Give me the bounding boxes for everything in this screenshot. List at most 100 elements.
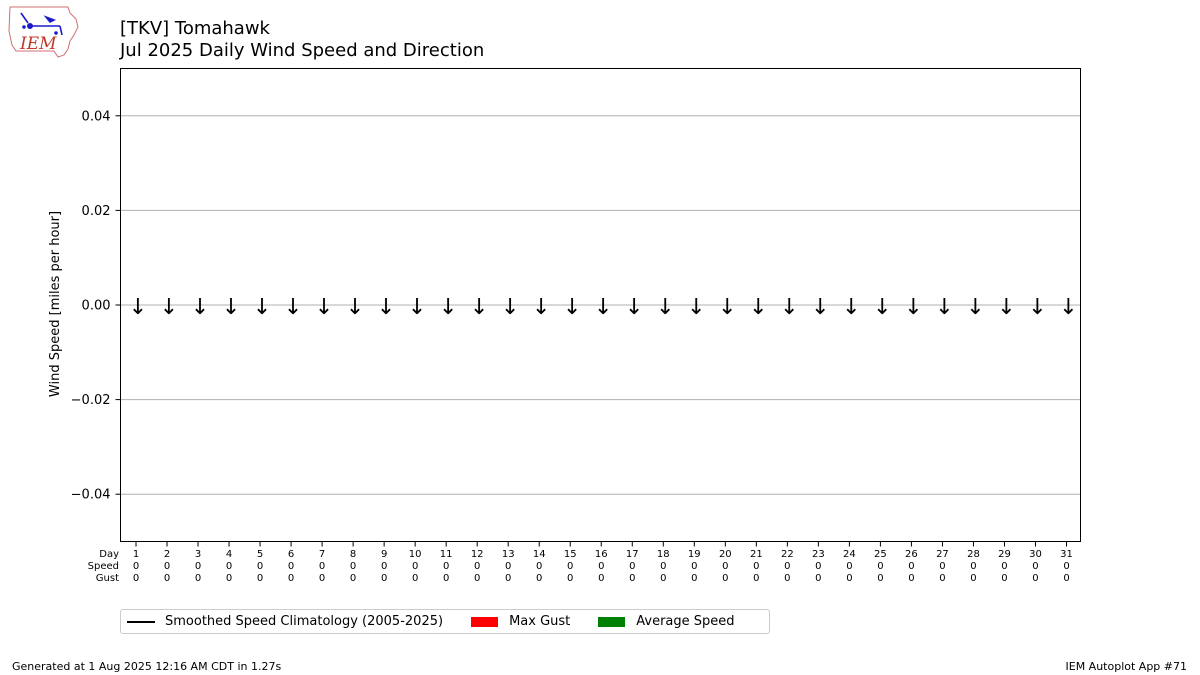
legend: Smoothed Speed Climatology (2005-2025) M… <box>120 609 770 634</box>
day-label: 14 <box>533 549 546 560</box>
day-label: 20 <box>719 549 732 560</box>
gust-value: 0 <box>257 573 263 584</box>
day-label: 30 <box>1029 549 1042 560</box>
day-label: 5 <box>257 549 263 560</box>
day-label: 10 <box>409 549 422 560</box>
wind-arrow: ↓ <box>687 295 705 320</box>
gridlines <box>120 115 1081 495</box>
day-speed-gust-table: DaySpeedGust1002003004005006007008009001… <box>88 549 1073 584</box>
day-label: 6 <box>288 549 294 560</box>
chart-title: [TKV] Tomahawk Jul 2025 Daily Wind Speed… <box>120 18 484 62</box>
iem-logo: IEM <box>8 6 79 58</box>
gust-value: 0 <box>846 573 852 584</box>
wind-arrow: ↓ <box>439 295 457 320</box>
y-tick-label: 0.04 <box>82 109 111 124</box>
day-label: 1 <box>133 549 139 560</box>
y-tick-label: 0.00 <box>82 299 111 314</box>
gust-value: 0 <box>319 573 325 584</box>
wind-arrow: ↓ <box>811 295 829 320</box>
speed-value: 0 <box>691 561 697 572</box>
wind-arrow: ↓ <box>408 295 426 320</box>
day-label: 8 <box>350 549 356 560</box>
day-label: 25 <box>874 549 887 560</box>
wind-arrow: ↓ <box>253 295 271 320</box>
speed-value: 0 <box>939 561 945 572</box>
wind-arrow: ↓ <box>594 295 612 320</box>
speed-value: 0 <box>815 561 821 572</box>
day-label: 24 <box>843 549 856 560</box>
legend-item-climatology: Smoothed Speed Climatology (2005-2025) <box>127 614 443 629</box>
gust-value: 0 <box>195 573 201 584</box>
speed-value: 0 <box>784 561 790 572</box>
gust-value: 0 <box>691 573 697 584</box>
day-label: 31 <box>1060 549 1073 560</box>
wind-chart: −0.04 −0.02 0.00 0.02 0.04 Wind Speed [miles… <box>48 68 1081 584</box>
day-label: 7 <box>319 549 325 560</box>
legend-average-speed-patch <box>598 616 626 627</box>
day-label: 15 <box>564 549 577 560</box>
wind-arrow: ↓ <box>284 295 302 320</box>
day-label: 17 <box>626 549 639 560</box>
gust-value: 0 <box>1032 573 1038 584</box>
y-tick-label: 0.02 <box>82 204 111 219</box>
speed-value: 0 <box>970 561 976 572</box>
gust-value: 0 <box>660 573 666 584</box>
gust-value: 0 <box>536 573 542 584</box>
title-description: Jul 2025 Daily Wind Speed and Direction <box>120 40 485 61</box>
gust-value: 0 <box>133 573 139 584</box>
day-label: 12 <box>471 549 484 560</box>
gust-value: 0 <box>784 573 790 584</box>
gust-value: 0 <box>474 573 480 584</box>
speed-value: 0 <box>443 561 449 572</box>
gust-value: 0 <box>815 573 821 584</box>
speed-value: 0 <box>660 561 666 572</box>
speed-value: 0 <box>226 561 232 572</box>
wind-arrow: ↓ <box>315 295 333 320</box>
legend-item-max-gust: Max Gust <box>471 614 570 629</box>
speed-value: 0 <box>195 561 201 572</box>
speed-value: 0 <box>846 561 852 572</box>
day-label: 19 <box>688 549 701 560</box>
day-label: 9 <box>381 549 387 560</box>
speed-value: 0 <box>722 561 728 572</box>
speed-value: 0 <box>350 561 356 572</box>
gust-value: 0 <box>939 573 945 584</box>
day-label: 29 <box>998 549 1011 560</box>
day-label: 18 <box>657 549 670 560</box>
gust-value: 0 <box>1063 573 1069 584</box>
gust-value: 0 <box>164 573 170 584</box>
wind-direction-arrows: ↓ ↓ ↓ ↓ ↓ ↓ ↓ ↓ ↓ ↓ ↓ ↓ ↓ ↓ ↓ ↓ ↓ ↓ ↓ ↓ ↓ ↓ ↓ ↓ ↓ ↓ ↓ ↓ ↓ ↓ ↓ <box>129 295 1078 320</box>
gust-value: 0 <box>629 573 635 584</box>
speed-value: 0 <box>474 561 480 572</box>
day-label: 21 <box>750 549 763 560</box>
gust-value: 0 <box>226 573 232 584</box>
speed-value: 0 <box>288 561 294 572</box>
gust-value: 0 <box>908 573 914 584</box>
gust-value: 0 <box>753 573 759 584</box>
wind-arrow: ↓ <box>222 295 240 320</box>
wind-arrow: ↓ <box>749 295 767 320</box>
speed-value: 0 <box>567 561 573 572</box>
wind-arrow: ↓ <box>129 295 147 320</box>
legend-max-gust-patch <box>471 616 499 627</box>
wind-arrow: ↓ <box>563 295 581 320</box>
wind-arrow: ↓ <box>470 295 488 320</box>
speed-value: 0 <box>908 561 914 572</box>
wind-arrow: ↓ <box>842 295 860 320</box>
speed-value: 0 <box>1032 561 1038 572</box>
wind-arrow: ↓ <box>501 295 519 320</box>
x-axis-ticks <box>135 541 1067 547</box>
wind-arrow: ↓ <box>656 295 674 320</box>
gust-value: 0 <box>567 573 573 584</box>
day-label: 23 <box>812 549 825 560</box>
gust-value: 0 <box>505 573 511 584</box>
day-label: 2 <box>164 549 170 560</box>
wind-arrow: ↓ <box>532 295 550 320</box>
day-label: 26 <box>905 549 918 560</box>
day-label: 28 <box>967 549 980 560</box>
y-axis-label: Wind Speed [miles per hour] <box>48 211 63 397</box>
wind-arrow: ↓ <box>780 295 798 320</box>
legend-climatology-line <box>127 620 155 623</box>
day-label: 11 <box>440 549 453 560</box>
wind-arrow: ↓ <box>997 295 1015 320</box>
